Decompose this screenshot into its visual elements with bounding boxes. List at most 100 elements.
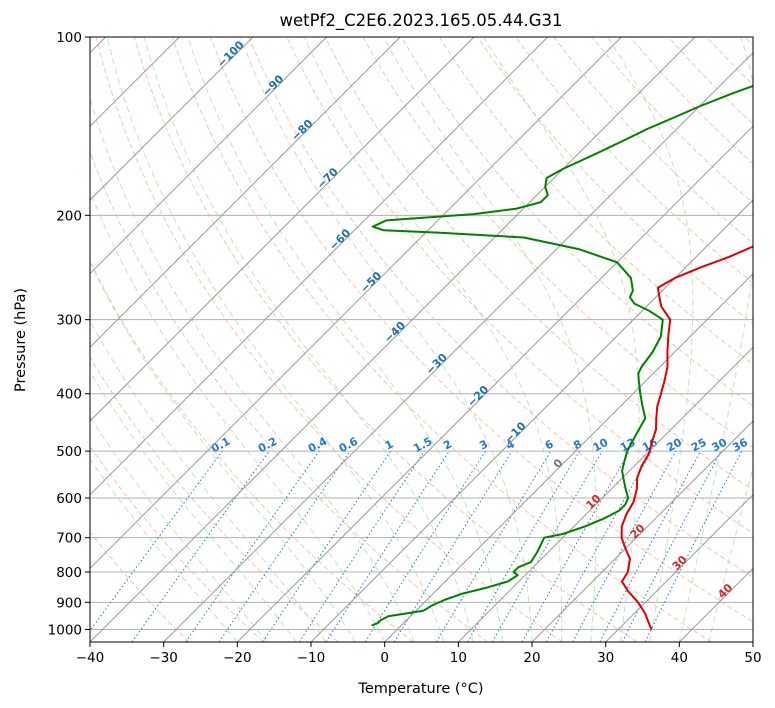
dry-adiabat-line <box>400 37 753 407</box>
isotherm-line <box>90 37 328 275</box>
isotherm-line <box>90 37 696 642</box>
mixing-ratio-label: 16 <box>640 436 660 455</box>
moist-adiabat-line <box>678 37 753 642</box>
dry-adiabat-line <box>706 37 753 86</box>
isotherm-label: −100 <box>215 38 247 70</box>
axes: −40 −30 −20 −10 0 10 20 30 40 5010020030040050060… <box>48 30 762 666</box>
mixing-ratio-line <box>262 450 392 642</box>
dry-adiabat-line <box>438 37 753 366</box>
isotherm-line <box>163 51 753 642</box>
isotherm-label: −50 <box>358 269 385 296</box>
moist-adiabat-line <box>607 37 694 642</box>
y-tick-label: 300 <box>56 313 82 329</box>
mixing-ratio-line <box>545 450 653 642</box>
isotherm-label: 30 <box>670 553 690 573</box>
isotherm-line <box>310 199 753 642</box>
y-tick-label: 100 <box>56 30 82 46</box>
mixing-ratio-line <box>218 450 351 642</box>
x-tick-label: −30 <box>149 650 178 666</box>
moist-adiabat-line <box>90 370 297 642</box>
plot-area: 0.1 0.2 0.4 0.6 1 1.5 2 3 4 6 8 10 13 16 20 25 30 36−100−… <box>90 37 753 642</box>
dry-adiabat-line <box>90 259 414 642</box>
isotherm-label: −60 <box>327 226 354 253</box>
y-tick-label: 700 <box>56 531 82 547</box>
isotherm-line <box>90 37 622 570</box>
y-tick-label: 1000 <box>48 622 82 638</box>
y-tick-label: 600 <box>56 491 82 507</box>
x-axis-label: Temperature (°C) <box>357 681 483 697</box>
isotherm-label: −90 <box>260 72 287 99</box>
isotherm-label: −70 <box>314 165 341 192</box>
dry-adiabat-line <box>90 445 264 642</box>
mixing-ratio-line <box>467 450 580 642</box>
mixing-ratio-line <box>131 450 270 642</box>
dry-adiabat-line <box>95 37 563 642</box>
isotherm-line <box>90 37 254 201</box>
x-tick-label: −10 <box>297 650 326 666</box>
isotherm-label: −10 <box>502 419 529 446</box>
isotherm-line <box>531 420 753 642</box>
mixing-ratio-line <box>572 450 677 642</box>
chart-title: wetPf2_C2E6.2023.165.05.44.G31 <box>279 11 562 31</box>
moist-adiabat-line <box>303 37 563 642</box>
moist-adiabat-line <box>143 37 474 642</box>
moist-adiabat-line <box>90 458 238 642</box>
isotherm-label: −30 <box>423 351 450 378</box>
mixing-ratio-line <box>599 450 701 642</box>
mixing-ratio-label: 0.6 <box>337 435 361 456</box>
dry-adiabat-line <box>591 37 753 204</box>
dry-adiabat-line <box>90 356 339 642</box>
moist-adiabat-line <box>708 466 753 642</box>
mixing-ratio-line <box>644 450 743 642</box>
isotherm-line <box>90 37 475 422</box>
moist-adiabat-line <box>90 260 356 642</box>
isotherm-line <box>752 641 753 642</box>
isotherm-label: −80 <box>289 117 316 144</box>
y-tick-label: 800 <box>56 565 82 581</box>
moist-adiabat-line <box>90 189 386 642</box>
isotherm-label: −20 <box>465 383 492 410</box>
mixing-ratio-line <box>298 450 425 642</box>
moist-adiabat-line <box>482 37 640 642</box>
mixing-ratio-line <box>325 450 450 642</box>
x-tick-label: 30 <box>597 650 614 666</box>
mixing-ratio-label: 0.4 <box>306 435 330 456</box>
moist-adiabat-line <box>106 37 445 642</box>
moist-adiabat-line <box>187 37 503 642</box>
moist-adiabat-line <box>239 37 533 642</box>
dry-adiabat-line <box>553 37 753 244</box>
dry-adiabat-line <box>744 37 753 47</box>
isotherm-line <box>678 567 753 642</box>
isotherm-line <box>236 125 753 642</box>
isotherm-line <box>457 346 753 642</box>
x-tick-label: −40 <box>76 650 105 666</box>
mixing-ratio-label: 25 <box>689 436 709 455</box>
x-tick-label: 20 <box>523 650 540 666</box>
moist-adiabat-line <box>90 319 327 642</box>
y-tick-label: 900 <box>56 595 82 611</box>
isotherm-line <box>384 272 753 642</box>
mixing-ratio-label: 6 <box>543 437 556 452</box>
mixing-ratio-label: 2 <box>441 437 454 452</box>
x-tick-label: 0 <box>380 650 389 666</box>
mixing-ratio-line <box>185 450 320 642</box>
y-tick-label: 400 <box>56 387 82 403</box>
dewpoint-profile-line <box>371 84 753 627</box>
mixing-ratio-line <box>393 450 513 642</box>
dry-adiabat-line <box>90 150 488 642</box>
dry-adiabat-line <box>362 37 753 449</box>
mixing-ratio-label: 10 <box>591 436 611 455</box>
isotherm-label: 40 <box>715 581 735 601</box>
dry-adiabat-line <box>210 37 753 623</box>
mixing-ratio-label: 20 <box>664 436 684 455</box>
dry-adiabat-line <box>248 37 753 578</box>
isotherm-line <box>90 37 401 349</box>
mixing-ratio-line <box>90 450 223 632</box>
mixing-ratio-line <box>521 450 630 642</box>
dry-adiabat-line <box>133 37 638 642</box>
dry-adiabat-line <box>515 37 753 284</box>
moist-adiabat-line <box>383 37 597 642</box>
isotherm-line <box>605 493 753 642</box>
x-tick-label: −20 <box>223 650 252 666</box>
